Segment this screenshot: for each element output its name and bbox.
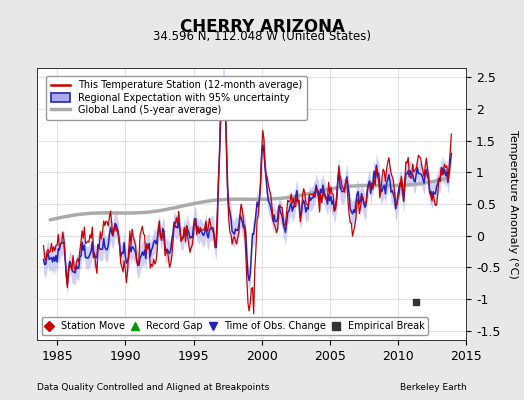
Text: CHERRY ARIZONA: CHERRY ARIZONA: [180, 18, 344, 36]
Legend: Station Move, Record Gap, Time of Obs. Change, Empirical Break: Station Move, Record Gap, Time of Obs. C…: [41, 317, 428, 335]
Text: Data Quality Controlled and Aligned at Breakpoints: Data Quality Controlled and Aligned at B…: [37, 383, 269, 392]
Text: 34.596 N, 112.048 W (United States): 34.596 N, 112.048 W (United States): [153, 30, 371, 43]
Text: Berkeley Earth: Berkeley Earth: [400, 383, 466, 392]
Y-axis label: Temperature Anomaly (°C): Temperature Anomaly (°C): [508, 130, 518, 278]
